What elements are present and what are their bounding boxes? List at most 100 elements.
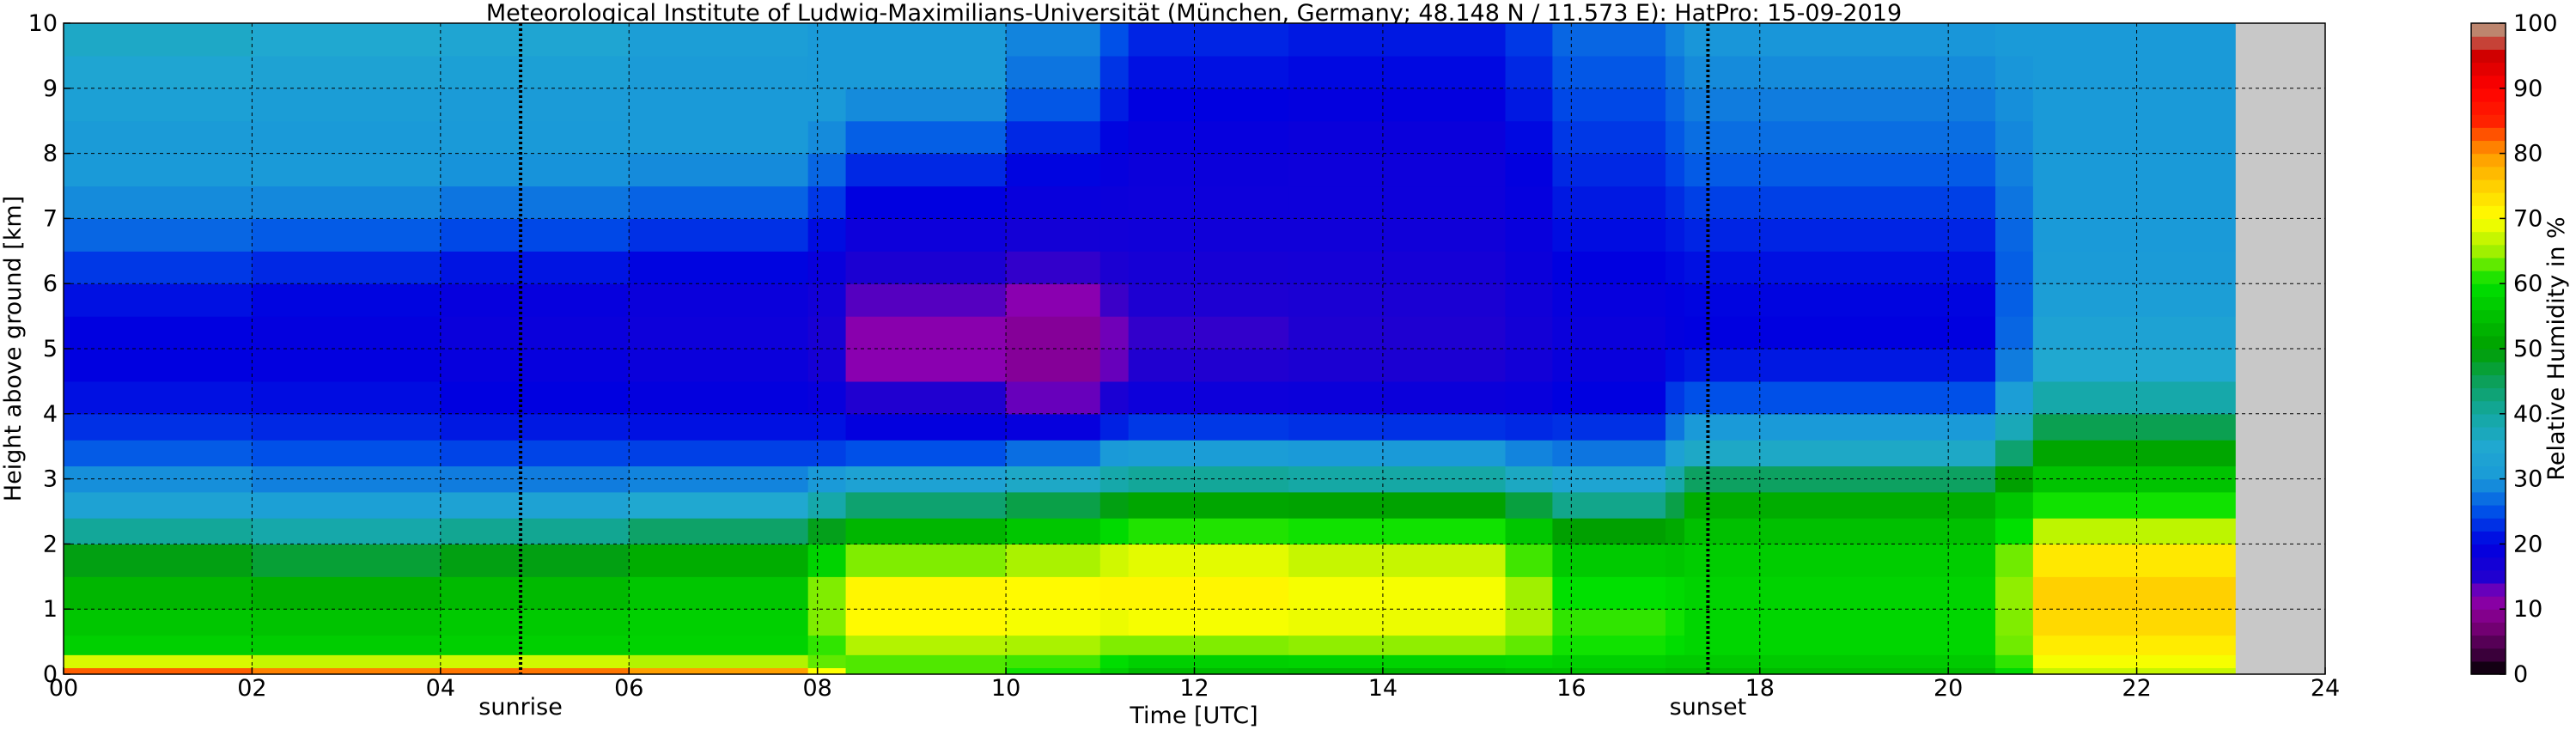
colorbar-segment [2471,413,2506,428]
heatmap-cell [1128,316,1289,350]
heatmap-cell [1128,251,1289,284]
heatmap-cell [2032,380,2237,415]
heatmap-cell [440,349,630,382]
heatmap-cell [629,55,809,89]
heatmap-cell [1099,316,1130,350]
heatmap-cell [629,251,809,284]
colorbar-segment [2471,100,2506,115]
heatmap-cell [1666,218,1685,252]
heatmap-cell [1006,23,1101,57]
heatmap-cell [1128,413,1289,441]
heatmap-cell [845,120,1007,155]
heatmap-cell [1099,55,1130,89]
heatmap-cell [440,153,630,187]
colorbar-segment [2471,362,2506,375]
colorbar-segment [2471,387,2506,402]
colorbar-segment [2471,127,2506,142]
heatmap-cell [807,635,847,655]
colorbar-segment [2471,426,2506,441]
heatmap-cell [1006,120,1101,155]
heatmap-cell [1288,440,1507,467]
heatmap-cell [1995,667,2034,674]
heatmap-cell [1006,413,1101,441]
heatmap-cell [1552,55,1666,89]
heatmap-cell [1666,609,1685,636]
heatmap-cell [2032,55,2237,89]
heatmap-cell [629,413,809,441]
heatmap-cell [64,667,253,674]
heatmap-cell [1288,667,1507,674]
heatmap-cell [807,654,847,669]
heatmap-cell [1995,55,2034,89]
heatmap-cell [1505,88,1553,122]
heatmap-cell [1128,609,1289,636]
heatmap-cell [1505,576,1553,610]
colorbar-tick-label: 10 [2513,596,2543,623]
colorbar-segment [2471,453,2506,467]
colorbar-segment [2471,504,2506,519]
x-tick-label: 08 [802,675,831,702]
heatmap-cell [1552,654,1666,669]
heatmap-cell [1006,55,1101,89]
heatmap-cell [1128,120,1289,155]
heatmap-cell [807,88,847,122]
heatmap-cell [1288,218,1507,252]
heatmap-cell [252,283,442,317]
x-tick-label: 22 [2122,675,2151,702]
heatmap-cell [252,120,442,155]
heatmap-cell [1288,380,1507,415]
colorbar-tick-label: 80 [2513,141,2543,167]
heatmap-cell [2032,349,2237,382]
y-tick-label: 10 [28,10,58,37]
heatmap-cell [629,518,809,544]
heatmap-cell [440,120,630,155]
colorbar-segment [2471,635,2506,649]
heatmap-cell [1666,120,1685,155]
heatmap-cell [1684,440,1996,467]
heatmap-cell [1666,544,1685,577]
heatmap-cell [1684,654,1996,669]
heatmap-cell [1684,88,1996,122]
heatmap-cell [1505,609,1553,636]
heatmap-cell [64,55,253,89]
heatmap-cell [440,23,630,57]
heatmap-cell [440,667,630,674]
heatmap-cell [1099,491,1130,519]
heatmap-cell [1006,218,1101,252]
heatmap-cell [252,667,442,674]
heatmap-cell [1288,576,1507,610]
heatmap-cell [629,544,809,577]
heatmap-cell [845,440,1007,467]
heatmap-cell [1288,55,1507,89]
heatmap-cell [1128,349,1289,382]
colorbar-segment [2471,400,2506,415]
colorbar-segment [2471,609,2506,623]
heatmap-cell [252,635,442,655]
heatmap-cell [1552,609,1666,636]
heatmap-cell [1552,349,1666,382]
heatmap-cell [1006,491,1101,519]
heatmap-cell [629,491,809,519]
heatmap-cell [1666,654,1685,669]
colorbar-segment [2471,75,2506,89]
heatmap-cell [1128,186,1289,219]
heatmap-cell [440,251,630,284]
colorbar-segment [2471,478,2506,493]
heatmap-cell [1684,518,1996,544]
heatmap-cell [440,576,630,610]
heatmap-cell [1552,544,1666,577]
colorbar-segment [2471,231,2506,246]
heatmap-cell [440,380,630,415]
heatmap-cell [1128,88,1289,122]
heatmap-cell [1006,518,1101,544]
heatmap-cell [1128,654,1289,669]
heatmap-cell [252,380,442,415]
heatmap-cell [1666,88,1685,122]
heatmap-cell [629,23,809,57]
heatmap-cell [1684,218,1996,252]
heatmap-cell [1552,120,1666,155]
heatmap-cell [64,316,253,350]
y-axis-label: Height above ground [km] [0,196,27,502]
heatmap-cell [1684,491,1996,519]
heatmap-cell [2032,654,2237,669]
